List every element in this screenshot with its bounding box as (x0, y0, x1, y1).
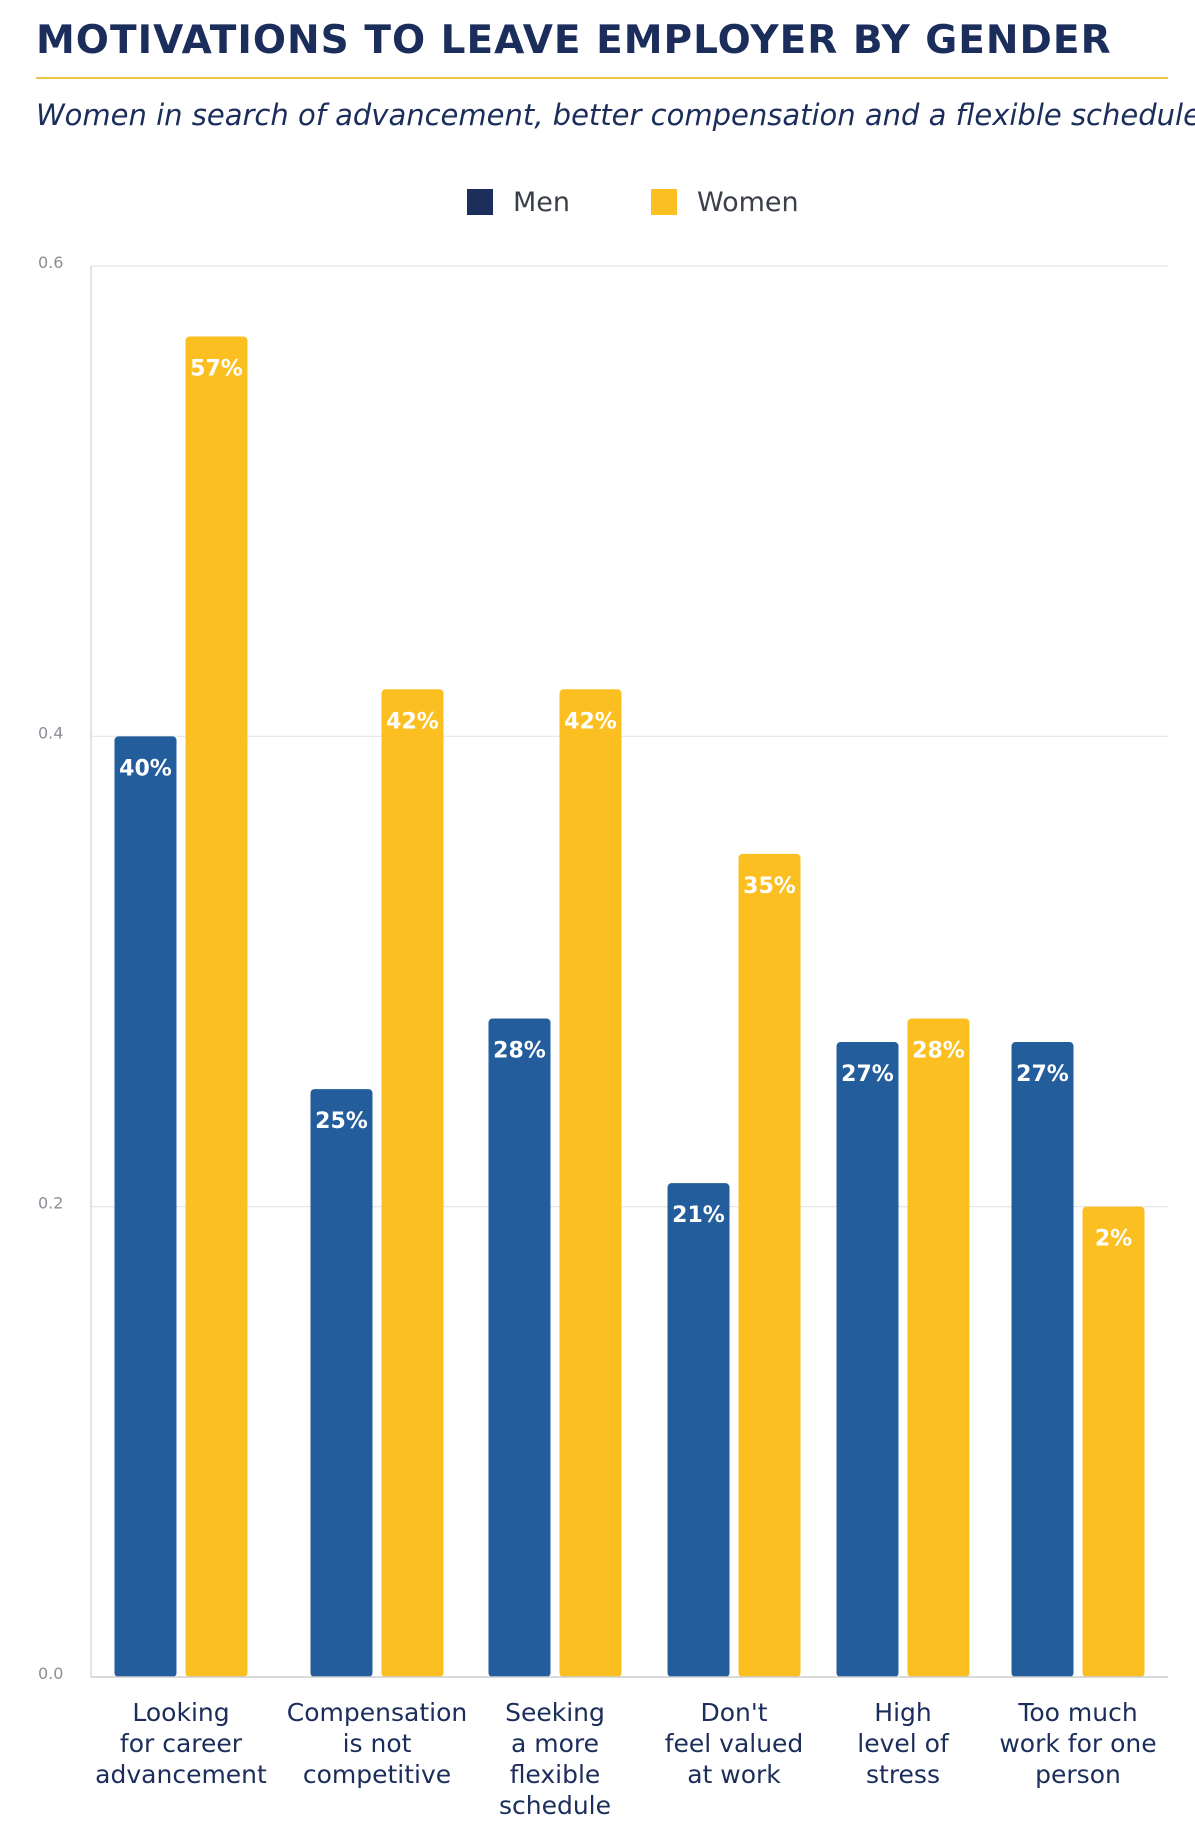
bar-men-2 (488, 1018, 551, 1677)
category-label-4: High level of stress (857, 1698, 950, 1789)
bar-men-3 (667, 1183, 730, 1677)
category-label-line: person (1035, 1760, 1121, 1789)
category-label-line: Seeking (505, 1698, 605, 1727)
bar-men-5 (1011, 1042, 1074, 1677)
data-label-women-3: 35% (743, 874, 796, 899)
bar-men-1 (310, 1089, 373, 1677)
data-label-women-5: 2% (1095, 1227, 1132, 1252)
category-label-line: work for one (999, 1729, 1156, 1758)
data-label-women-1: 42% (386, 709, 439, 734)
bar-men-0 (114, 736, 177, 1677)
y-tick-label: 0.0 (38, 1664, 63, 1683)
category-label-line: advancement (95, 1760, 267, 1789)
chart-subtitle: Women in search of advancement, better c… (36, 98, 1195, 132)
data-label-men-2: 28% (493, 1039, 546, 1064)
bar-women-4 (907, 1018, 970, 1677)
y-tick-label: 0.6 (38, 253, 63, 272)
legend-label-women: Women (697, 186, 799, 218)
data-label-women-0: 57% (190, 357, 243, 382)
data-label-women-2: 42% (564, 709, 617, 734)
chart-title: MOTIVATIONS TO LEAVE EMPLOYER BY GENDER (36, 18, 1112, 63)
category-label-line: Don't (700, 1698, 767, 1727)
data-label-men-0: 40% (119, 756, 172, 781)
category-label-line: High (874, 1698, 931, 1727)
category-label-line: schedule (499, 1791, 611, 1820)
legend-item-women: Women (651, 184, 799, 220)
data-label-men-5: 27% (1016, 1062, 1069, 1087)
bar-women-5 (1082, 1206, 1145, 1677)
legend-item-men: Men (467, 184, 570, 220)
category-label-line: is not (343, 1729, 412, 1758)
category-label-line: Compensation (287, 1698, 467, 1727)
y-tick-label: 0.2 (38, 1194, 63, 1213)
legend-label-men: Men (513, 186, 571, 218)
bar-women-0 (185, 336, 248, 1677)
title-divider (36, 77, 1168, 79)
bar-women-3 (738, 853, 801, 1677)
category-label-line: at work (687, 1760, 781, 1789)
category-label-line: level of (857, 1729, 950, 1758)
category-label-line: feel valued (665, 1729, 804, 1758)
category-label-line: Looking (132, 1698, 229, 1727)
legend: Men Women (0, 184, 1195, 220)
legend-swatch-men (467, 189, 493, 215)
category-label-line: competitive (303, 1760, 451, 1789)
data-label-men-4: 27% (841, 1062, 894, 1087)
category-label-line: flexible (510, 1760, 601, 1789)
category-label-line: Too much (1017, 1698, 1137, 1727)
data-label-women-4: 28% (912, 1039, 965, 1064)
legend-swatch-women (651, 189, 677, 215)
data-label-men-1: 25% (315, 1109, 368, 1134)
bar-men-4 (836, 1042, 899, 1677)
category-label-2: Seeking a more flexible schedule (499, 1698, 611, 1820)
category-label-3: Don't feel valued at work (665, 1698, 804, 1789)
category-label-5: Too much work for one person (999, 1698, 1156, 1789)
category-label-0: Looking for career advancement (95, 1698, 267, 1789)
category-label-line: for career (120, 1729, 243, 1758)
data-label-men-3: 21% (672, 1203, 725, 1228)
category-label-line: stress (866, 1760, 940, 1789)
bar-women-1 (381, 689, 444, 1677)
y-tick-label: 0.4 (38, 723, 63, 742)
category-label-line: a more (511, 1729, 599, 1758)
category-label-1: Compensation is not competitive (287, 1698, 467, 1789)
bar-women-2 (559, 689, 622, 1677)
